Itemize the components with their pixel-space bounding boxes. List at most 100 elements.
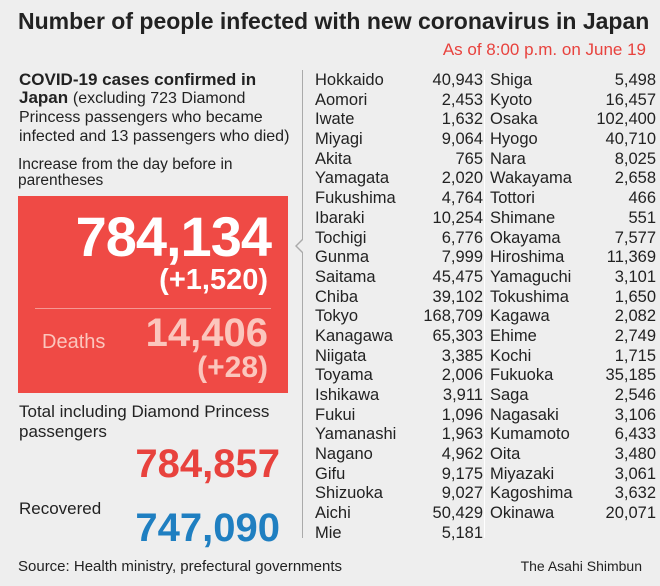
table-row: Shizuoka 9,027 bbox=[315, 484, 483, 504]
case-count: 3,911 bbox=[442, 386, 483, 404]
table-row: Akita 765 bbox=[315, 150, 483, 170]
table-row: Miyazaki 3,061 bbox=[490, 465, 656, 485]
credit: The Asahi Shimbun bbox=[520, 558, 642, 574]
prefecture-name: Yamagata bbox=[315, 169, 389, 188]
prefecture-name: Yamaguchi bbox=[490, 267, 572, 286]
case-count: 765 bbox=[455, 149, 483, 168]
table-row: Tochigi 6,776 bbox=[315, 229, 483, 249]
prefecture-name: Shimane bbox=[490, 208, 556, 227]
prefecture-name: Tottori bbox=[490, 189, 535, 208]
case-count: 551 bbox=[628, 208, 656, 227]
prefecture-name: Toyama bbox=[315, 366, 373, 385]
prefecture-name: Osaka bbox=[490, 110, 538, 129]
case-count: 65,303 bbox=[432, 326, 483, 345]
table-row: Ibaraki 10,254 bbox=[315, 209, 483, 229]
prefecture-name: Okayama bbox=[490, 228, 561, 247]
case-count: 20,071 bbox=[605, 504, 656, 523]
case-count: 2,546 bbox=[614, 386, 656, 404]
table-row: Niigata 3,385 bbox=[315, 347, 483, 367]
table-row: Toyama 2,006 bbox=[315, 366, 483, 386]
case-count: 6,776 bbox=[441, 228, 483, 247]
case-count: 50,429 bbox=[432, 504, 483, 523]
table-row: Kagoshima 3,632 bbox=[490, 484, 656, 504]
table-row: Kyoto 16,457 bbox=[490, 91, 656, 111]
case-count: 2,020 bbox=[441, 169, 483, 188]
table-row: Chiba 39,102 bbox=[315, 288, 483, 308]
case-count: 5,181 bbox=[441, 523, 483, 542]
case-count: 16,457 bbox=[605, 90, 656, 109]
table-row: Wakayama 2,658 bbox=[490, 169, 656, 189]
table-row: Fukui 1,096 bbox=[315, 406, 483, 426]
table-row: Okayama 7,577 bbox=[490, 229, 656, 249]
case-count: 10,254 bbox=[432, 208, 483, 227]
table-row: Fukuoka 35,185 bbox=[490, 366, 656, 386]
prefecture-name: Saitama bbox=[315, 267, 376, 286]
table-row: Kanagawa 65,303 bbox=[315, 327, 483, 347]
table-row: Gunma 7,999 bbox=[315, 248, 483, 268]
source: Source: Health ministry, prefectural gov… bbox=[18, 558, 343, 575]
case-count: 45,475 bbox=[432, 267, 483, 286]
prefecture-name: Aomori bbox=[315, 90, 368, 109]
prefecture-name: Akita bbox=[315, 149, 352, 168]
case-count: 5,498 bbox=[614, 71, 656, 89]
prefecture-name: Kagoshima bbox=[490, 484, 573, 503]
case-count: 2,006 bbox=[441, 366, 483, 385]
table-row: Kochi 1,715 bbox=[490, 347, 656, 367]
case-count: 1,650 bbox=[614, 287, 656, 306]
case-count: 39,102 bbox=[432, 287, 483, 306]
table-row: Nagasaki 3,106 bbox=[490, 406, 656, 426]
table-row: Mie 5,181 bbox=[315, 524, 483, 544]
page-title: Number of people infected with new coron… bbox=[18, 8, 650, 34]
cases-total: 784,134 bbox=[75, 205, 272, 268]
case-count: 3,632 bbox=[614, 484, 656, 503]
prefecture-name: Gunma bbox=[315, 248, 370, 267]
prefecture-name: Miyagi bbox=[315, 130, 363, 149]
as-of-date: As of 8:00 p.m. on June 19 bbox=[442, 40, 646, 59]
case-count: 35,185 bbox=[605, 366, 656, 385]
table-row: Tokushima 1,650 bbox=[490, 288, 656, 308]
prefecture-name: Fukushima bbox=[315, 189, 396, 208]
case-count: 11,369 bbox=[606, 248, 656, 267]
prefecture-name: Fukuoka bbox=[490, 366, 554, 385]
prefecture-name: Shizuoka bbox=[315, 484, 383, 503]
case-count: 9,064 bbox=[441, 130, 483, 149]
case-count: 8,025 bbox=[614, 149, 656, 168]
case-count: 1,632 bbox=[441, 110, 483, 129]
table-row: Tokyo 168,709 bbox=[315, 307, 483, 327]
prefecture-name: Tokyo bbox=[315, 307, 359, 326]
recovered-label: Recovered bbox=[19, 499, 102, 518]
prefecture-name: Wakayama bbox=[490, 169, 572, 188]
prefecture-name: Kagawa bbox=[490, 307, 550, 326]
case-count: 1,715 bbox=[614, 346, 656, 365]
case-count: 3,061 bbox=[614, 464, 656, 483]
prefecture-name: Shiga bbox=[490, 71, 533, 89]
table-row: Tottori 466 bbox=[490, 189, 656, 209]
table-row: Kagawa 2,082 bbox=[490, 307, 656, 327]
table-row: Ehime 2,749 bbox=[490, 327, 656, 347]
case-count: 7,999 bbox=[441, 248, 483, 267]
case-count: 4,962 bbox=[441, 445, 483, 464]
prefecture-table-left: Hokkaido 40,943 Aomori 2,453 Iwate 1,632 Miyag… bbox=[315, 71, 483, 544]
table-row: Oita 3,480 bbox=[490, 445, 656, 465]
case-count: 3,385 bbox=[441, 346, 483, 365]
table-row: Ishikawa 3,911 bbox=[315, 386, 483, 406]
table-row: Osaka 102,400 bbox=[490, 110, 656, 130]
prefecture-name: Okinawa bbox=[490, 504, 555, 523]
prefecture-name: Fukui bbox=[315, 405, 356, 424]
prefecture-name: Hyogo bbox=[490, 130, 538, 149]
prefecture-name: Ishikawa bbox=[315, 386, 380, 404]
case-count: 40,943 bbox=[432, 71, 483, 89]
case-count: 9,175 bbox=[441, 464, 483, 483]
deaths-total: 14,406 bbox=[145, 311, 268, 355]
prefecture-name: Oita bbox=[490, 445, 521, 464]
prefecture-name: Nagano bbox=[315, 445, 373, 464]
table-row: Shiga 5,498 bbox=[490, 71, 656, 91]
prefecture-name: Mie bbox=[315, 523, 342, 542]
case-count: 4,764 bbox=[441, 189, 483, 208]
increase-note: Increase from the day before in parenthe… bbox=[18, 156, 233, 189]
table-row: Okinawa 20,071 bbox=[490, 504, 656, 524]
case-count: 3,106 bbox=[614, 405, 656, 424]
case-count: 1,096 bbox=[441, 405, 483, 424]
case-count: 2,749 bbox=[614, 326, 656, 345]
prefecture-name: Kyoto bbox=[490, 90, 533, 109]
